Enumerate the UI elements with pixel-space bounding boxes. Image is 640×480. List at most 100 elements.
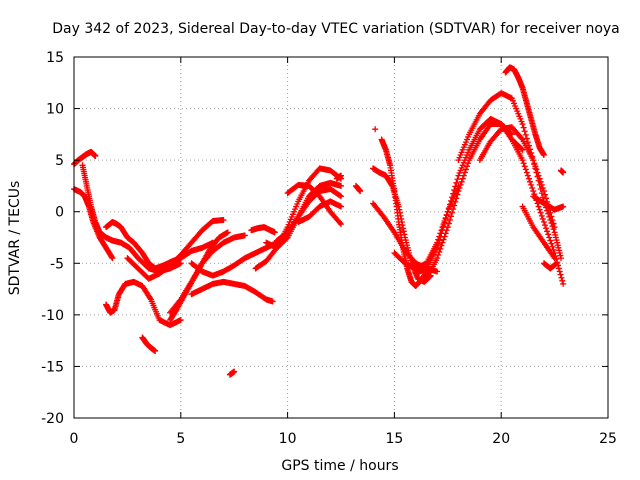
data-point [451, 187, 458, 194]
data-point [338, 182, 344, 189]
data-point [436, 248, 443, 255]
data-points [71, 64, 567, 378]
data-point [518, 135, 525, 142]
data-point [529, 184, 536, 191]
data-point [449, 209, 456, 216]
data-point [534, 169, 541, 176]
data-point [444, 208, 451, 215]
data-point [445, 220, 452, 227]
series-track-20 [352, 182, 364, 195]
data-point [456, 184, 463, 191]
plot-frame [73, 56, 609, 419]
data-point [536, 175, 543, 182]
x-tick-labels: 0 5 10 15 20 25 [70, 431, 617, 447]
data-point [550, 220, 557, 227]
data-point [441, 219, 448, 226]
data-point [528, 181, 535, 188]
y-tick-label: 10 [46, 102, 64, 118]
y-tick-labels: -20 -15 -10 -5 0 5 10 15 [41, 50, 64, 427]
y-axis-label: SDTVAR / TECUs [7, 181, 23, 296]
y-tick-label: -5 [50, 256, 64, 272]
data-point [444, 224, 451, 231]
data-point [537, 178, 544, 185]
data-point [557, 271, 564, 278]
data-point [147, 295, 154, 302]
series-track-5 [103, 278, 184, 329]
data-point [449, 194, 456, 201]
data-point [553, 260, 560, 267]
y-tick-label: -20 [41, 411, 64, 427]
data-point [519, 146, 526, 153]
data-point [453, 179, 460, 186]
data-point [452, 183, 459, 190]
data-point [558, 274, 565, 281]
series-track-21 [372, 126, 379, 133]
series-track-32 [519, 203, 558, 262]
data-point [520, 124, 527, 131]
data-point [559, 277, 566, 284]
data-point [439, 239, 446, 246]
series-track-17 [284, 181, 344, 228]
data-point [92, 153, 99, 160]
data-point [338, 172, 344, 179]
data-point [441, 233, 448, 240]
data-point [450, 206, 457, 213]
data-point [548, 240, 555, 247]
data-point [372, 126, 379, 133]
data-point [443, 212, 450, 219]
data-point [458, 178, 465, 185]
data-point [454, 191, 461, 198]
x-tick-label: 25 [599, 431, 617, 447]
data-point [442, 230, 449, 237]
data-point [269, 298, 276, 305]
data-point [556, 268, 563, 275]
data-point [560, 203, 567, 210]
data-point [548, 213, 555, 220]
x-axis-label: GPS time / hours [281, 458, 398, 474]
data-point [440, 223, 447, 230]
data-point [336, 192, 343, 199]
data-point [452, 198, 459, 205]
data-point [338, 193, 344, 200]
series-track-30 [502, 64, 547, 158]
series-track-11 [188, 234, 291, 279]
data-point [531, 160, 538, 167]
data-point [438, 242, 445, 249]
data-point [434, 268, 441, 275]
data-point [523, 169, 530, 176]
axis-ticks [73, 56, 609, 419]
data-point [539, 184, 546, 191]
data-point [443, 227, 450, 234]
data-point [460, 172, 467, 179]
data-point [177, 260, 184, 267]
x-tick-label: 5 [176, 431, 185, 447]
data-point [532, 163, 539, 170]
data-point [457, 181, 464, 188]
data-point [560, 280, 567, 287]
data-point [436, 237, 443, 244]
x-tick-label: 0 [70, 431, 79, 447]
data-point [535, 172, 542, 179]
data-point [520, 160, 527, 167]
data-point [540, 151, 547, 158]
y-tick-label: 15 [46, 50, 64, 66]
series-track-13 [248, 224, 278, 236]
data-point [527, 178, 534, 185]
data-point [448, 197, 455, 204]
x-tick-label: 10 [279, 431, 297, 447]
data-point [231, 368, 238, 375]
series-track-7 [139, 334, 159, 354]
data-point [454, 176, 461, 183]
data-point [451, 202, 458, 209]
data-point [464, 163, 471, 170]
data-point [176, 297, 183, 304]
data-point [442, 215, 449, 222]
data-point [518, 145, 525, 152]
data-point [357, 188, 364, 195]
data-point [446, 216, 453, 223]
data-point [461, 169, 468, 176]
data-point [530, 188, 537, 195]
y-tick-label: 5 [55, 153, 64, 169]
chart-title: Day 342 of 2023, Sidereal Day-to-day VTE… [52, 21, 620, 37]
data-point [560, 169, 567, 176]
